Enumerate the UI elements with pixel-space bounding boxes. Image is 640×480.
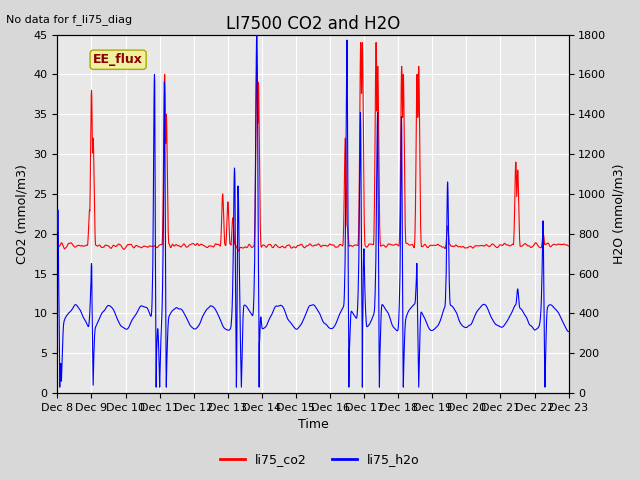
Y-axis label: H2O (mmol/m3): H2O (mmol/m3) bbox=[612, 164, 625, 264]
Y-axis label: CO2 (mmol/m3): CO2 (mmol/m3) bbox=[15, 164, 28, 264]
X-axis label: Time: Time bbox=[298, 419, 328, 432]
Text: EE_flux: EE_flux bbox=[93, 53, 143, 66]
Text: No data for f_li75_diag: No data for f_li75_diag bbox=[6, 14, 132, 25]
Title: LI7500 CO2 and H2O: LI7500 CO2 and H2O bbox=[226, 15, 400, 33]
Legend: li75_co2, li75_h2o: li75_co2, li75_h2o bbox=[215, 448, 425, 471]
